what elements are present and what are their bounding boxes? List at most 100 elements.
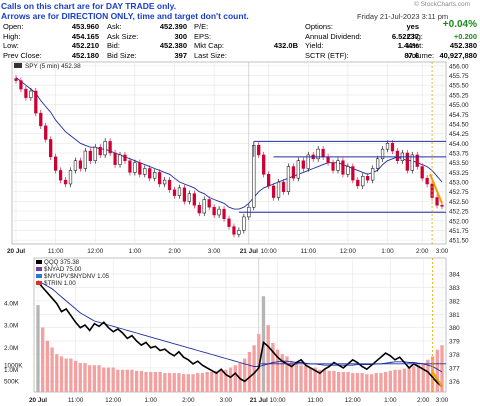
candle — [207, 199, 211, 208]
candle — [380, 148, 385, 160]
candle — [385, 143, 390, 150]
candle — [177, 187, 182, 196]
volume-bar — [374, 373, 378, 392]
quote-key: Mkt Cap: — [194, 41, 225, 51]
candle — [336, 160, 340, 171]
legend-swatch — [36, 260, 42, 264]
legend-swatch — [36, 274, 42, 278]
volume-bar — [64, 358, 68, 392]
volume-bar — [163, 373, 167, 392]
volume-bar — [421, 363, 425, 392]
candle — [24, 88, 28, 98]
volume-bar — [191, 374, 195, 392]
candle — [306, 154, 310, 169]
volume-bar — [205, 371, 209, 392]
legend-swatch — [36, 267, 42, 271]
quote-col-bidask: Ask: 452.390 Ask Size: 300 Bid: 452.380 Bid Si… — [107, 22, 187, 62]
volume-bar — [41, 327, 45, 392]
volume-bar — [69, 358, 73, 392]
candle — [197, 205, 201, 214]
volume-bar — [285, 356, 289, 392]
volume-bar — [388, 370, 392, 392]
y-tick-label: 455.75 — [449, 73, 469, 80]
direction-arrow — [430, 370, 443, 388]
volume-bar — [318, 369, 322, 392]
legend-label: SPY (5 min) 452.38 — [25, 63, 81, 70]
candle — [29, 90, 33, 98]
quote-value: 453.960 — [71, 22, 99, 31]
volume-bar — [327, 370, 331, 392]
volume-bar — [393, 369, 397, 392]
y-tick-label: 452.25 — [449, 209, 469, 216]
candle — [341, 160, 345, 175]
volume-bar — [55, 354, 59, 392]
quote-key: Open: — [3, 22, 24, 31]
candle — [34, 90, 38, 114]
candle — [435, 197, 439, 206]
volume-bar — [50, 347, 54, 392]
candle — [98, 146, 102, 156]
y-tick-label: 383 — [449, 285, 460, 292]
y-tick-label: 454.00 — [449, 141, 469, 148]
legend-label: QQQ 375.38 — [44, 259, 80, 266]
qqq-indicator-chart: 376 377 378 379 380 381 382 383 384 1.0M 2.0M 3.0M 4… — [4, 257, 460, 404]
candle — [366, 175, 370, 181]
quote-key: Prev Close: — [3, 50, 42, 60]
candle — [296, 160, 300, 179]
candle — [143, 168, 147, 175]
candle — [113, 152, 117, 165]
x-tick-label: 1:00 — [145, 397, 158, 404]
y-tick-label: 454.75 — [449, 112, 469, 119]
quote-col-fund: P/E: EPS: Mkt Cap: 432.0B Last Size: — [194, 22, 298, 62]
x-tick-label: 11:00 — [300, 248, 316, 255]
volume-bar — [252, 345, 256, 392]
volume-bar — [172, 373, 176, 392]
candle — [410, 154, 414, 171]
volume-bar — [304, 365, 308, 392]
quote-value: yes — [406, 22, 419, 31]
quote-datetime: Friday 21-Jul-2023 3:11 pm — [357, 12, 449, 21]
candle — [321, 148, 325, 158]
volume-bar — [181, 374, 186, 392]
candle — [425, 177, 429, 185]
volume-bar — [299, 365, 303, 392]
x-tick-label: 20 Jul — [29, 397, 47, 404]
x-tick-label: 20 Jul — [7, 248, 25, 255]
quote-key: SCTR (ETF): — [305, 50, 349, 60]
volume-bar — [167, 373, 172, 392]
y-tick-label: 452.50 — [449, 199, 469, 206]
y-tick-label: 378 — [449, 352, 460, 359]
candle — [128, 160, 132, 173]
candle — [162, 179, 167, 185]
x-tick-label: 2:00 — [417, 397, 430, 404]
candle — [361, 175, 365, 187]
volume-bar — [45, 340, 50, 392]
candle — [286, 166, 291, 192]
y-tick-label: 454.25 — [449, 131, 469, 138]
volume-bar — [341, 371, 346, 392]
quote-col-last: +0.04% Chg: +0.200 Last: 452.380 Volume: 40,92… — [407, 20, 477, 62]
y-tick-label: 451.75 — [449, 228, 469, 235]
candle — [158, 172, 162, 185]
quote-key: Ask: — [107, 22, 122, 31]
volume-bar — [228, 367, 233, 392]
volume-bar — [402, 368, 407, 392]
candle — [123, 154, 127, 161]
volume-bar — [73, 360, 78, 392]
volume-bar — [257, 334, 261, 392]
x-tick-label: 1:00 — [384, 397, 397, 404]
volume-bar — [83, 363, 87, 392]
candle — [63, 179, 68, 185]
quote-value: 6.52237 — [391, 31, 419, 41]
y-tick-label: 453.00 — [449, 180, 469, 187]
volume-bar — [383, 371, 388, 392]
candle — [39, 112, 43, 127]
candle — [237, 230, 241, 235]
candle — [118, 154, 122, 165]
volume-tick-label: 4.0M — [4, 300, 18, 307]
quote-key: Last: — [407, 41, 424, 51]
volume-bar — [88, 365, 92, 392]
volume-bar — [144, 371, 148, 392]
volume-bar — [294, 363, 299, 392]
x-tick-label: 12:00 — [105, 397, 121, 404]
